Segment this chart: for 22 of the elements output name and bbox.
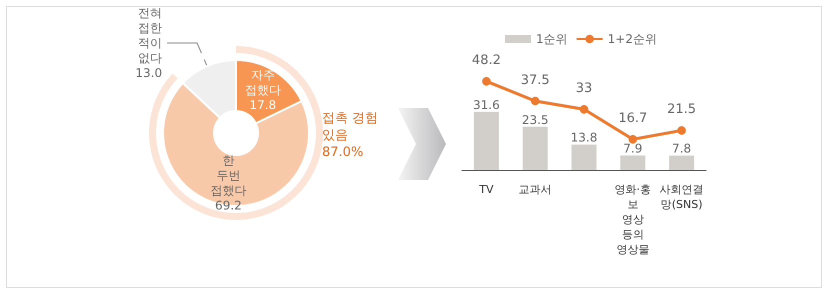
data-label: 16.7 bbox=[618, 111, 648, 126]
data-label: 13.8 bbox=[570, 130, 598, 145]
slice-label: 전혀 접한 적이 없다 bbox=[138, 6, 162, 66]
data-label: 21.5 bbox=[667, 102, 696, 118]
legend-label: 1+2순위 bbox=[608, 32, 657, 46]
legend-label: 1순위 bbox=[536, 32, 568, 46]
slice-label: 한 두번 접했다 bbox=[210, 153, 246, 198]
data-label: 23.5 bbox=[522, 112, 549, 127]
x-tick-label: TV bbox=[478, 183, 494, 196]
data-label: 48.2 bbox=[472, 53, 501, 68]
data-label: 31.6 bbox=[473, 98, 500, 112]
text: 접촉 경험 있음 87.0% bbox=[322, 111, 382, 160]
data-label: 33 bbox=[576, 81, 592, 96]
slice-label: 자주 접했다 bbox=[244, 68, 281, 98]
x-tick-label: 사회연결망(SNS) bbox=[660, 183, 704, 211]
data-label: 13.0 bbox=[135, 66, 162, 80]
data-label: 37.5 bbox=[520, 72, 550, 88]
x-tick-label: 영화·홍보 영상 등의 영상물 bbox=[614, 183, 652, 256]
data-label: 17.8 bbox=[249, 98, 276, 112]
data-label: 7.9 bbox=[623, 141, 642, 156]
data-label: 7.8 bbox=[672, 142, 692, 156]
x-tick-label: 교과서 bbox=[518, 183, 552, 196]
